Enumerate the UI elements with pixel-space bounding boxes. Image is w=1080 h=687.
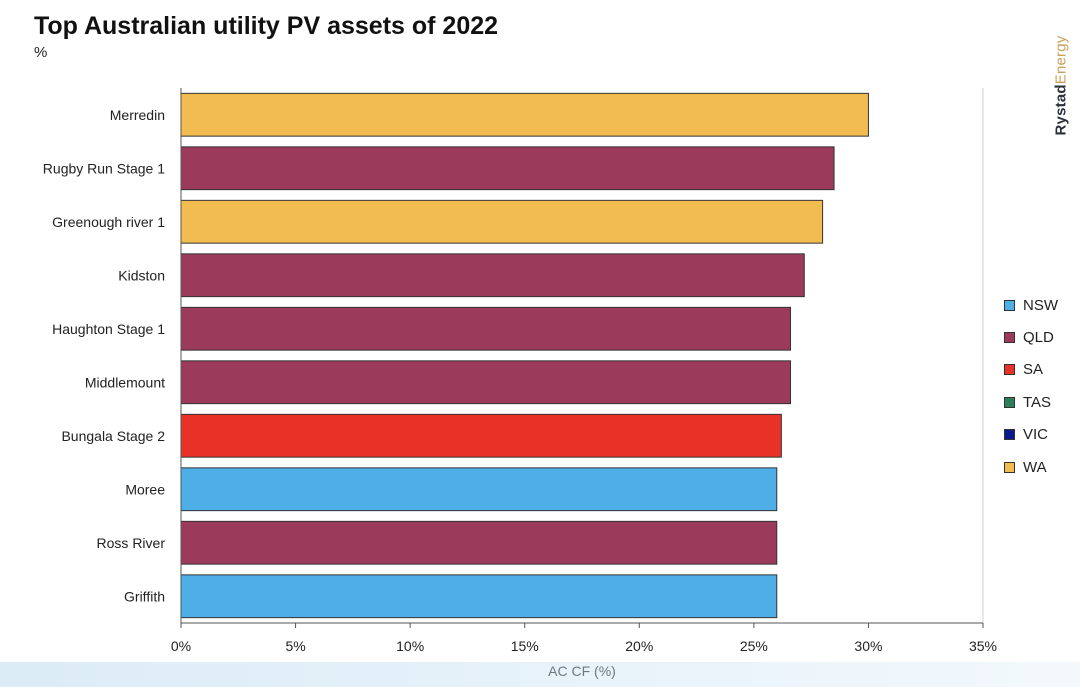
legend-swatch: [1004, 429, 1015, 441]
legend-label: QLD: [1023, 329, 1054, 347]
legend-item: WA: [1004, 451, 1058, 483]
brand-name-part2: Energy: [1052, 35, 1070, 84]
bar: [180, 413, 782, 458]
category-label: Rugby Run Stage 1: [43, 160, 165, 176]
bar-chart: Merredin Rugby Run Stage 1 Greenough river…: [43, 88, 997, 679]
legend-swatch: [1004, 332, 1015, 344]
x-tick-label: 25%: [740, 638, 768, 654]
category-label: Merredin: [110, 107, 165, 123]
bar: [180, 360, 792, 405]
category-label: Bungala Stage 2: [61, 428, 165, 444]
legend-swatch: [1004, 396, 1015, 408]
legend-label: SA: [1023, 361, 1044, 379]
category-label: Griffith: [124, 588, 165, 604]
legend-item: SA: [1004, 354, 1058, 386]
x-tick-label: 35%: [969, 638, 997, 654]
x-tick-label: 5%: [285, 638, 305, 654]
footer-bar: [0, 662, 1080, 687]
legend-item: NSW: [1004, 289, 1058, 321]
brand-name-part1: Rystad: [1052, 83, 1070, 135]
legend-label: WA: [1023, 458, 1047, 476]
bar: [180, 199, 824, 244]
x-tick-label: 30%: [854, 638, 882, 654]
bar: [180, 467, 778, 512]
bar: [180, 253, 805, 298]
bar: [180, 92, 869, 137]
legend: NSW QLD SA TAS VIC WA: [1004, 289, 1058, 483]
legend-item: VIC: [1004, 419, 1058, 451]
legend-label: VIC: [1023, 426, 1049, 444]
category-label: Haughton Stage 1: [52, 321, 165, 337]
bar: [180, 574, 778, 619]
chart-title: Top Australian utility PV assets of 2022: [34, 12, 499, 40]
legend-swatch: [1004, 299, 1015, 311]
legend-swatch: [1004, 364, 1015, 376]
x-tick-label: 10%: [396, 638, 424, 654]
x-tick-label: 20%: [625, 638, 653, 654]
x-tick-label: 0%: [171, 638, 191, 654]
category-label: Moree: [125, 481, 165, 497]
legend-item: TAS: [1004, 386, 1058, 418]
chart-subtitle: %: [34, 44, 48, 61]
brand-logo: RystadEnergy: [1048, 30, 1074, 140]
category-label: Greenough river 1: [52, 214, 165, 230]
legend-label: TAS: [1023, 393, 1052, 411]
bar: [180, 520, 778, 565]
x-tick-label: 15%: [511, 638, 539, 654]
category-label: Kidston: [118, 267, 165, 283]
legend-item: QLD: [1004, 321, 1058, 353]
category-label: Middlemount: [85, 374, 165, 390]
bar: [180, 146, 835, 191]
legend-label: NSW: [1023, 296, 1058, 314]
category-label: Ross River: [97, 535, 166, 551]
bar: [180, 306, 792, 351]
legend-swatch: [1004, 461, 1015, 473]
